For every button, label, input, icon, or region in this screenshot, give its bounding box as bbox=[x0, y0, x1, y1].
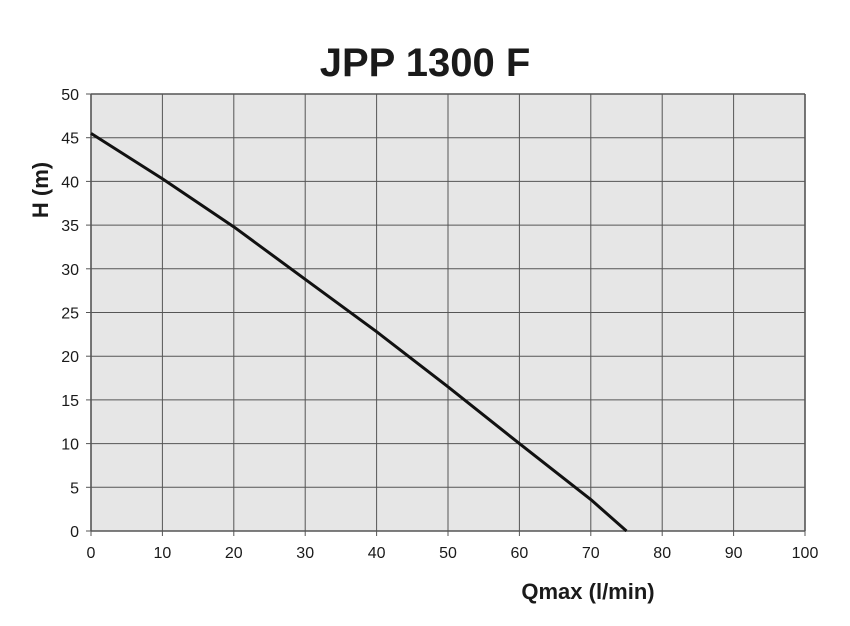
y-tick-label: 30 bbox=[61, 262, 79, 279]
x-tick-label: 10 bbox=[154, 545, 172, 562]
y-axis-label: H (m) bbox=[28, 162, 53, 218]
y-tick-label: 10 bbox=[61, 437, 79, 454]
x-tick-label: 30 bbox=[296, 545, 314, 562]
series-layer bbox=[90, 132, 628, 533]
x-tick-label: 90 bbox=[725, 545, 743, 562]
y-tick-label: 35 bbox=[61, 218, 79, 235]
x-tick-label: 50 bbox=[439, 545, 457, 562]
y-tick-label: 20 bbox=[61, 349, 79, 366]
x-tick-label: 60 bbox=[511, 545, 529, 562]
x-tick-label: 20 bbox=[225, 545, 243, 562]
y-tick-label: 15 bbox=[61, 393, 79, 410]
x-tick-label: 80 bbox=[653, 545, 671, 562]
x-tick-label: 100 bbox=[792, 545, 819, 562]
y-tick-label: 0 bbox=[70, 524, 79, 541]
x-tick-label: 0 bbox=[87, 545, 96, 562]
y-tick-label: 50 bbox=[61, 87, 79, 104]
tick-labels: 0 10 20 30 40 50 60 70 80 90 100 0 5 10 15 20 25 30 35 40 45… bbox=[61, 87, 818, 562]
y-tick-label: 45 bbox=[61, 131, 79, 148]
x-axis-label: Qmax (l/min) bbox=[521, 579, 654, 604]
y-tick-label: 40 bbox=[61, 174, 79, 191]
y-tick-label: 5 bbox=[70, 480, 79, 497]
x-tick-label: 70 bbox=[582, 545, 600, 562]
x-tick-label: 40 bbox=[368, 545, 386, 562]
y-tick-label: 25 bbox=[61, 306, 79, 323]
grid bbox=[86, 93, 806, 536]
chart-title: JPP 1300 F bbox=[320, 41, 531, 85]
